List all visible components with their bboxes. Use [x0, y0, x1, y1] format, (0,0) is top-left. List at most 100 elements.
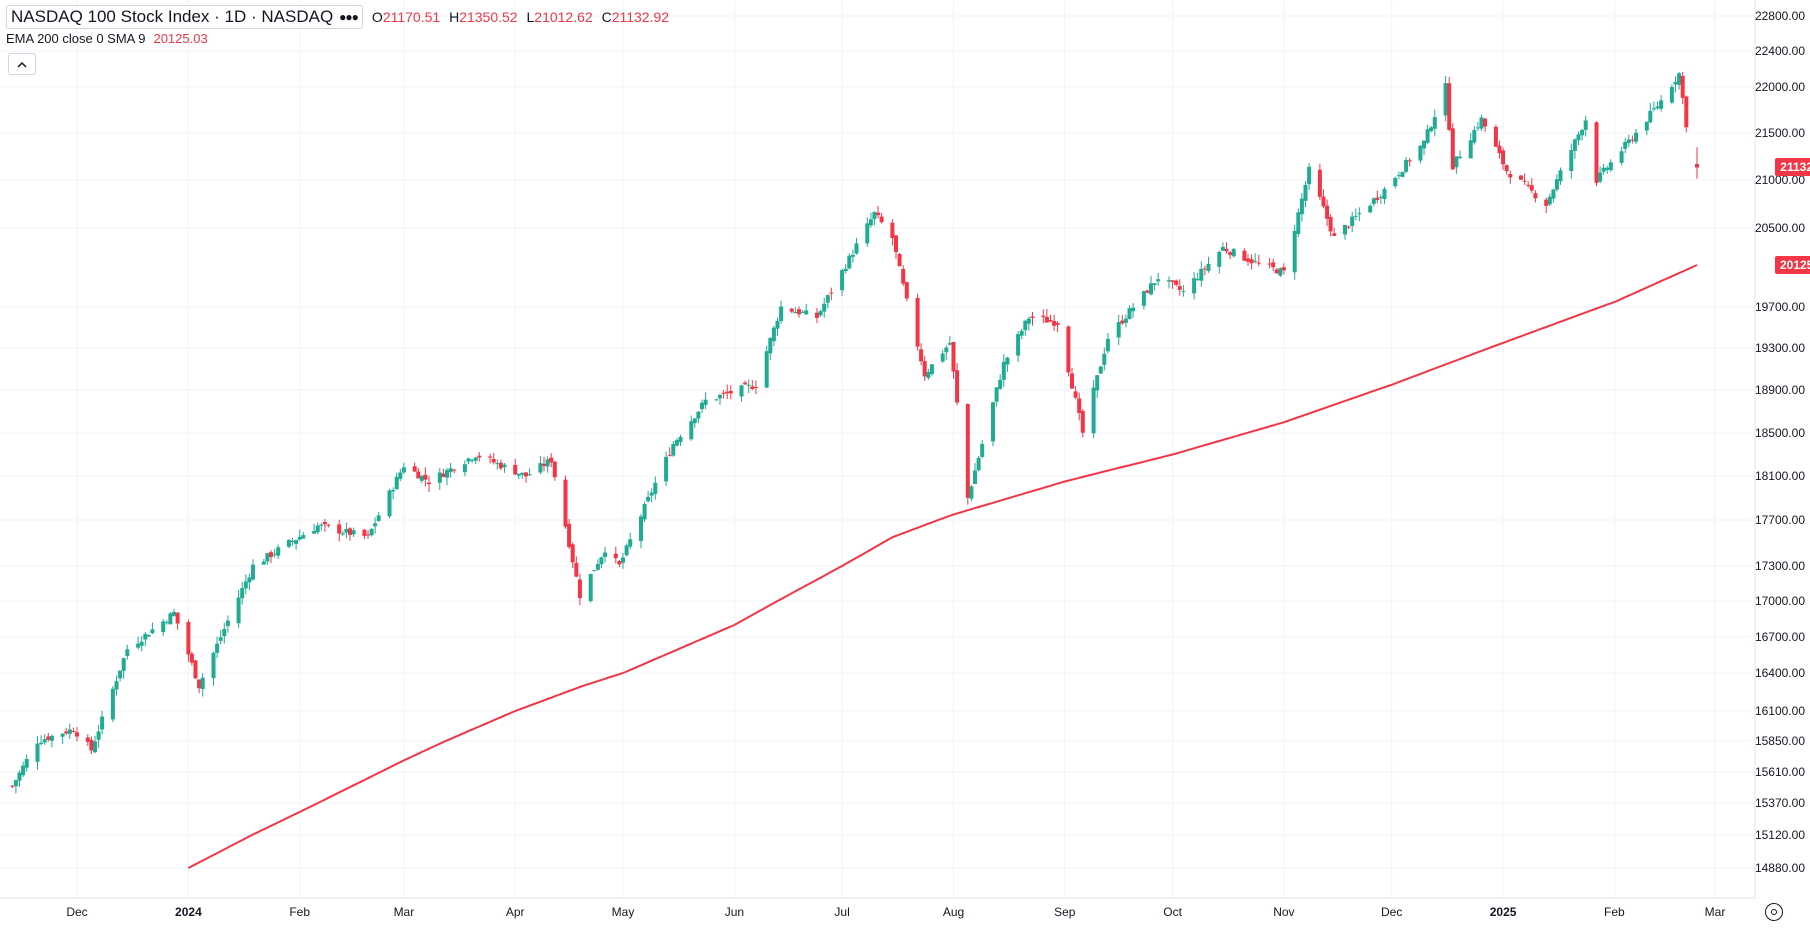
candle [1249, 254, 1254, 270]
candle-body [1458, 156, 1462, 159]
candle [1048, 314, 1053, 322]
candle [865, 217, 870, 247]
candle-body [1493, 126, 1498, 147]
candle [1120, 314, 1125, 326]
candle-body [445, 470, 449, 478]
ema-price-label: 20125.03 [1775, 256, 1810, 274]
candle-body [965, 404, 970, 498]
candle-body [67, 729, 72, 734]
candle [1005, 356, 1010, 372]
candle [391, 487, 396, 500]
candle-body [427, 482, 431, 485]
candle-body [125, 649, 130, 656]
candle [1145, 289, 1150, 294]
candle [1253, 253, 1258, 264]
time-tick-label: Oct [1163, 905, 1182, 919]
candle-body [1048, 320, 1053, 322]
candle-body [114, 681, 119, 690]
candle [890, 219, 895, 246]
candle [1659, 95, 1664, 112]
indicator-legend[interactable]: EMA 200 close 0 SMA 9 20125.03 [6, 31, 208, 46]
candle [146, 634, 151, 637]
candle [538, 455, 543, 475]
price-axis[interactable]: 22800.00 22400.00 22000.00 21500.00 21000.00… [1754, 0, 1805, 898]
candle [337, 519, 342, 542]
candle-body [739, 385, 744, 397]
candle [290, 537, 295, 546]
ema-200-line [187, 264, 1698, 869]
candle [401, 462, 406, 475]
candle-body [1422, 140, 1426, 149]
candle [678, 434, 683, 446]
candle [1357, 207, 1362, 221]
chevron-up-icon[interactable] [8, 53, 36, 75]
candle-body [39, 742, 44, 744]
candle-body [524, 472, 528, 477]
candle [200, 673, 205, 697]
more-horizontal-icon[interactable]: ●●● [339, 10, 359, 24]
high-value: 21350.52 [459, 9, 518, 25]
candle [488, 453, 493, 464]
candle-body [1195, 278, 1200, 280]
candle-body [96, 731, 101, 740]
candle [703, 392, 708, 410]
candle-body [1504, 165, 1509, 172]
candle-body [1450, 128, 1455, 170]
candle-body [49, 735, 54, 741]
candle [771, 326, 776, 346]
candle [387, 488, 392, 519]
candle-body [286, 539, 291, 547]
candle-body [412, 466, 417, 472]
candle [1271, 258, 1276, 272]
candle-body [1648, 110, 1653, 123]
time-axis[interactable]: Dec 2024 Feb Mar Apr May Jun Jul Aug Sep Oct Nov Dec… [0, 897, 1755, 919]
candle [815, 308, 819, 324]
candle-body [1443, 83, 1448, 116]
candle [491, 452, 496, 465]
time-tick-label: Feb [289, 905, 310, 919]
candle [674, 438, 679, 447]
candle [39, 735, 44, 746]
price-tick-label: 19300.00 [1755, 341, 1805, 355]
candle [344, 522, 349, 539]
candle-body [1526, 184, 1531, 186]
candle-body [75, 732, 79, 737]
candle [1332, 227, 1337, 236]
candle [211, 651, 216, 686]
candle-body [1220, 247, 1225, 251]
candle [1447, 76, 1452, 132]
candle-body [1673, 81, 1678, 85]
candle [168, 612, 173, 625]
candle [728, 385, 733, 400]
candle [1321, 189, 1326, 209]
symbol-title[interactable]: NASDAQ 100 Stock Index · 1D · NASDAQ ●●● [6, 5, 363, 29]
candle [419, 475, 424, 484]
candle-body [664, 456, 669, 482]
candle-body [1479, 117, 1484, 129]
candle-body [865, 223, 870, 244]
candle-body [1400, 172, 1405, 177]
candle [373, 517, 378, 534]
candle-body [1026, 318, 1031, 324]
candle [563, 475, 568, 529]
symbol-title-text: NASDAQ 100 Stock Index · 1D · NASDAQ [11, 7, 334, 26]
time-tick-label: Mar [1705, 905, 1726, 919]
candle-body [1019, 330, 1024, 336]
low-value: 21012.62 [534, 9, 593, 25]
candle-body [1105, 338, 1110, 352]
candle [822, 297, 827, 318]
candle [1554, 174, 1559, 192]
candle [1077, 392, 1082, 421]
candle [269, 550, 273, 563]
candle [1583, 115, 1588, 137]
candle [1181, 285, 1186, 297]
candle-body [1429, 127, 1434, 132]
candle-body [775, 321, 780, 329]
candle [1041, 309, 1046, 324]
candle-body [879, 216, 884, 223]
settings-icon[interactable] [1765, 903, 1783, 921]
candle [513, 459, 518, 475]
candle-body [193, 660, 198, 679]
price-tick-label: 16100.00 [1755, 704, 1805, 718]
